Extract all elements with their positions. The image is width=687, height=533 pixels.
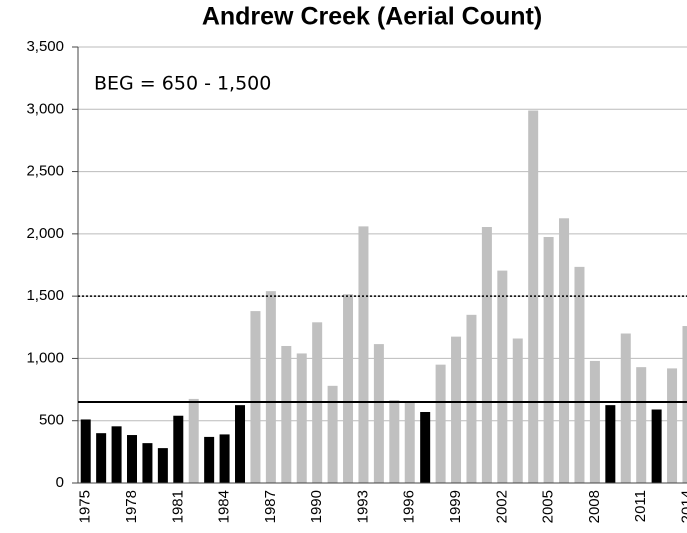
x-tick-label: 1993 <box>354 490 371 523</box>
x-tick-label: 2005 <box>540 490 557 523</box>
bar <box>157 448 168 483</box>
chart-title: Andrew Creek (Aerial Count) <box>202 3 542 31</box>
bar <box>543 236 554 483</box>
bar <box>265 291 276 483</box>
bar <box>80 419 91 483</box>
bar <box>173 415 184 483</box>
annotation: BEG = 650 - 1,500 <box>94 73 271 95</box>
x-tick-label: 1990 <box>308 490 325 523</box>
bar <box>127 435 138 483</box>
bar <box>559 218 570 484</box>
x-tick-label: 1984 <box>216 490 233 523</box>
x-tick-label: 2014 <box>678 490 687 523</box>
bar <box>481 227 492 483</box>
y-tick-label: 3,000 <box>26 100 64 117</box>
bar <box>451 336 462 483</box>
bar <box>682 326 687 483</box>
bar <box>497 270 508 483</box>
y-tick-label: 0 <box>56 474 64 491</box>
bar <box>358 226 369 483</box>
bar <box>281 345 292 483</box>
bar <box>589 360 600 483</box>
bar <box>574 266 585 483</box>
bar <box>605 405 616 483</box>
bar <box>420 411 431 483</box>
y-tick-label: 3,500 <box>26 38 64 55</box>
bar <box>250 311 261 483</box>
x-tick-label: 1978 <box>123 490 140 523</box>
x-tick-label: 1987 <box>262 490 279 523</box>
y-tick-label: 2,500 <box>26 163 64 180</box>
bar <box>466 314 477 483</box>
x-tick-label: 2008 <box>586 490 603 523</box>
bar <box>96 433 107 483</box>
x-tick-label: 1996 <box>401 490 418 523</box>
bar <box>512 338 523 483</box>
y-tick-label: 2,000 <box>26 225 64 242</box>
y-tick-label: 1,500 <box>26 287 64 304</box>
x-tick-label: 2011 <box>632 490 649 522</box>
bar <box>528 110 539 483</box>
bar <box>404 402 415 483</box>
bar <box>435 364 446 483</box>
bar <box>188 398 199 483</box>
bar <box>296 353 307 483</box>
bar <box>651 409 662 483</box>
bar <box>327 385 338 483</box>
x-tick-label: 1999 <box>447 490 464 523</box>
x-tick-label: 1975 <box>77 490 94 523</box>
y-tick-label: 500 <box>39 412 64 429</box>
bar <box>235 405 246 483</box>
x-tick-label: 2002 <box>493 490 510 523</box>
bar <box>636 367 647 483</box>
y-tick-label: 1,000 <box>26 349 64 366</box>
bar <box>219 434 230 483</box>
bar <box>373 344 384 483</box>
bar <box>389 400 400 483</box>
bar <box>142 443 153 483</box>
bar <box>204 436 215 483</box>
bar <box>620 333 631 483</box>
bar <box>343 294 354 483</box>
bar <box>111 426 122 483</box>
x-tick-label: 1981 <box>169 490 186 523</box>
bar <box>667 368 678 483</box>
